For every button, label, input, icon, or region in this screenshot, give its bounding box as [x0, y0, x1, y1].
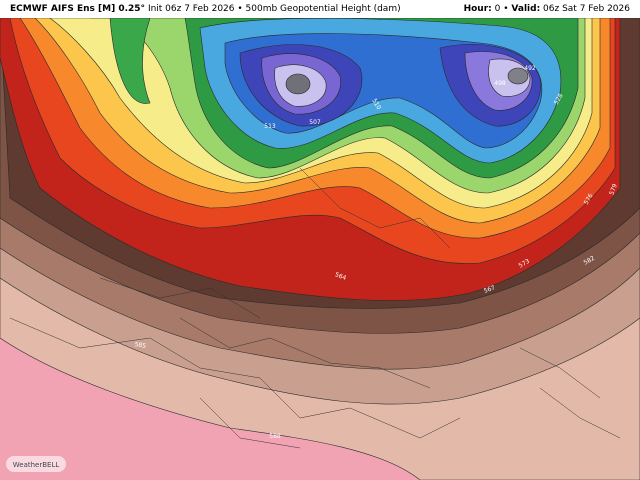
hour-value: 0 • — [494, 4, 509, 14]
contour-label: 588 — [269, 433, 281, 440]
valid-value: 06z Sat 7 Feb 2026 — [543, 4, 630, 14]
contour-labels: 564 567 573 582 585 588 576 579 507 513 510 498 492 5… — [134, 65, 619, 440]
contour-label: 573 — [518, 258, 532, 270]
logo: WeatherBELL — [13, 461, 60, 469]
contour-label: 510 — [370, 98, 382, 112]
low-center — [507, 67, 529, 85]
contour-label: 498 — [494, 80, 506, 87]
subtitle: Init 06z 7 Feb 2026 • 500mb Geopotential… — [147, 4, 401, 14]
contour-label: 507 — [309, 119, 321, 126]
contour-label: 582 — [583, 255, 597, 267]
valid-label: Valid: — [511, 4, 541, 14]
band — [109, 18, 151, 104]
contour-label: 585 — [134, 341, 147, 350]
title: ECMWF AIFS Ens [M] 0.25° — [10, 4, 146, 14]
contour-label: 492 — [524, 65, 536, 72]
contour-label: 579 — [608, 183, 619, 196]
contour-label: 513 — [264, 123, 276, 130]
low-center — [285, 73, 311, 95]
map: 564 567 573 582 585 588 576 579 507 513 510 498 492 5… — [0, 18, 640, 480]
hour-label: Hour: — [463, 4, 492, 14]
valid-line: Hour: 0 • Valid: 06z Sat 7 Feb 2026 — [464, 0, 630, 18]
logo-box — [6, 456, 66, 472]
country-borders — [9, 167, 621, 449]
contour-label: 528 — [553, 92, 565, 106]
contour-label: 567 — [483, 284, 496, 295]
contour-label: 564 — [334, 271, 347, 282]
header: ECMWF AIFS Ens [M] 0.25° Init 06z 7 Feb … — [0, 0, 640, 18]
contour-label: 576 — [583, 192, 595, 206]
title-line: ECMWF AIFS Ens [M] 0.25° Init 06z 7 Feb … — [10, 0, 401, 18]
